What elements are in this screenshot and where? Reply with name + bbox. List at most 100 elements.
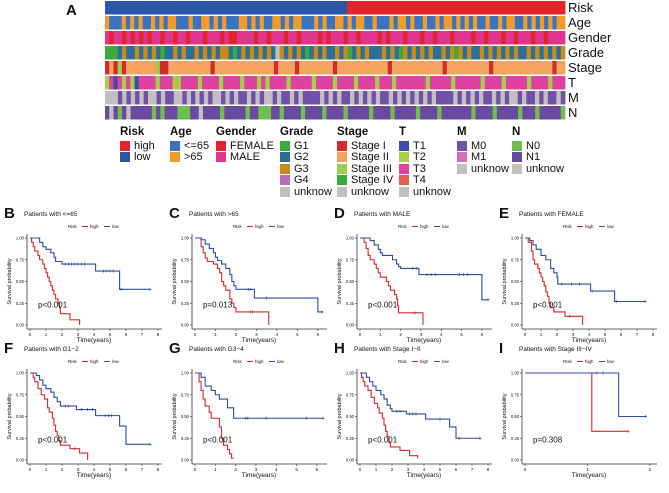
legend-item: T1 [399, 140, 451, 152]
heatmap-cell [522, 106, 528, 120]
heatmap-cell [347, 31, 353, 45]
heatmap-cell [322, 31, 327, 45]
heatmap-cell [185, 1, 191, 15]
heatmap-cell [383, 76, 389, 90]
heatmap-cell [522, 61, 528, 75]
heatmap-cell [160, 91, 166, 105]
heatmap-cell [447, 16, 453, 30]
heatmap-cell [352, 106, 357, 120]
legend-title: Risk [398, 359, 407, 364]
heatmap-cell [339, 46, 344, 60]
heatmap-cell [407, 106, 413, 120]
heatmap-cell [262, 31, 268, 45]
heatmap-cell [246, 1, 251, 15]
legend-label: M0 [471, 139, 487, 152]
heatmap-cell [398, 31, 404, 45]
x-tick-label: 2 [391, 467, 394, 472]
heatmap-cell [160, 31, 166, 45]
legend-item: Stage II [337, 151, 393, 164]
heatmap-cell [248, 76, 254, 90]
heatmap-cell [530, 91, 536, 105]
legend-title: Risk [563, 359, 572, 364]
heatmap-cell [155, 76, 161, 90]
heatmap-cell [181, 31, 187, 45]
y-tick-label: 0.75 [511, 257, 520, 262]
legend-swatch [280, 140, 290, 151]
heatmap-cell [147, 61, 152, 75]
legend-item: <=65 [170, 140, 209, 152]
x-tick-label: 1 [45, 332, 48, 337]
heatmap-cell [411, 106, 417, 120]
legend-swatch [399, 140, 409, 151]
heatmap-cell [121, 61, 127, 75]
y-tick-label: 1.00 [511, 236, 520, 241]
heatmap-cell [429, 76, 435, 90]
heatmap-cell [237, 46, 242, 60]
heatmap-cell [535, 31, 540, 45]
heatmap-cell [244, 76, 249, 90]
x-axis-label: Time(years) [407, 337, 441, 344]
heatmap-cell [261, 61, 266, 75]
heatmap-cell [477, 16, 482, 30]
legend-item: M1 [457, 151, 509, 163]
legend-title: Risk [233, 224, 242, 229]
censor-mark [305, 416, 309, 420]
heatmap-cell [280, 16, 286, 30]
x-tick-label: 1 [214, 467, 217, 472]
legend-swatch [216, 152, 226, 163]
heatmap-cell [380, 91, 385, 105]
x-tick-label: 5 [296, 332, 299, 337]
legend-label: Stage II [351, 151, 389, 164]
heatmap-cell [462, 46, 468, 60]
heatmap-cell [234, 16, 240, 30]
km-curve-high [195, 372, 234, 459]
legend-label: low [277, 224, 285, 229]
heatmap-cell [526, 31, 532, 45]
legend-title: Grade [280, 126, 314, 138]
heatmap-cell [184, 16, 190, 30]
heatmap-cell [105, 1, 110, 15]
heatmap-cell [502, 16, 507, 30]
legend-label: high [134, 139, 155, 152]
censor-mark [76, 262, 80, 266]
censor-mark [478, 436, 482, 440]
heatmap-cell [498, 16, 503, 30]
heatmap-cell [458, 31, 464, 45]
heatmap-cell [211, 46, 217, 60]
heatmap-cell [387, 61, 393, 75]
heatmap-cell [232, 31, 238, 45]
heatmap-cell [373, 46, 378, 60]
heatmap-cell [448, 91, 454, 105]
y-tick-label: 0.00 [511, 323, 520, 328]
heatmap-cell [492, 1, 497, 15]
heatmap-cell [143, 31, 148, 45]
heatmap-cell [303, 61, 308, 75]
x-axis-label: Time(years) [242, 337, 276, 344]
heatmap-cell [341, 76, 346, 90]
km-curve-low [525, 237, 645, 303]
heatmap-cell [556, 91, 562, 105]
heatmap-cell [437, 46, 442, 60]
heatmap-cell [181, 1, 187, 15]
heatmap-cell [189, 1, 195, 15]
heatmap-cell [328, 61, 334, 75]
heatmap-cell [413, 76, 418, 90]
heatmap-cell [539, 91, 544, 105]
legend-swatch [337, 163, 347, 174]
x-tick-label: 0 [194, 332, 197, 337]
heatmap-cell [258, 46, 263, 60]
heatmap-cell [421, 61, 427, 75]
p-value: p<0.001 [368, 301, 398, 310]
heatmap-cell [379, 76, 384, 90]
heatmap-cell [544, 16, 549, 30]
legend-swatch [280, 152, 290, 163]
heatmap-cell [528, 1, 534, 15]
heatmap-cell [500, 1, 505, 15]
km-plot-b: B Patients with <=65 Risk high low 0.00 0.25 0.… [4, 205, 162, 344]
heatmap-cell [410, 16, 415, 30]
heatmap-cell [505, 76, 511, 90]
y-tick-label: 0.50 [346, 414, 355, 419]
heatmap-cell [403, 46, 408, 60]
legend-group-gender: Gender FEMALE MALE [216, 126, 274, 163]
legend-label: high [585, 359, 594, 364]
